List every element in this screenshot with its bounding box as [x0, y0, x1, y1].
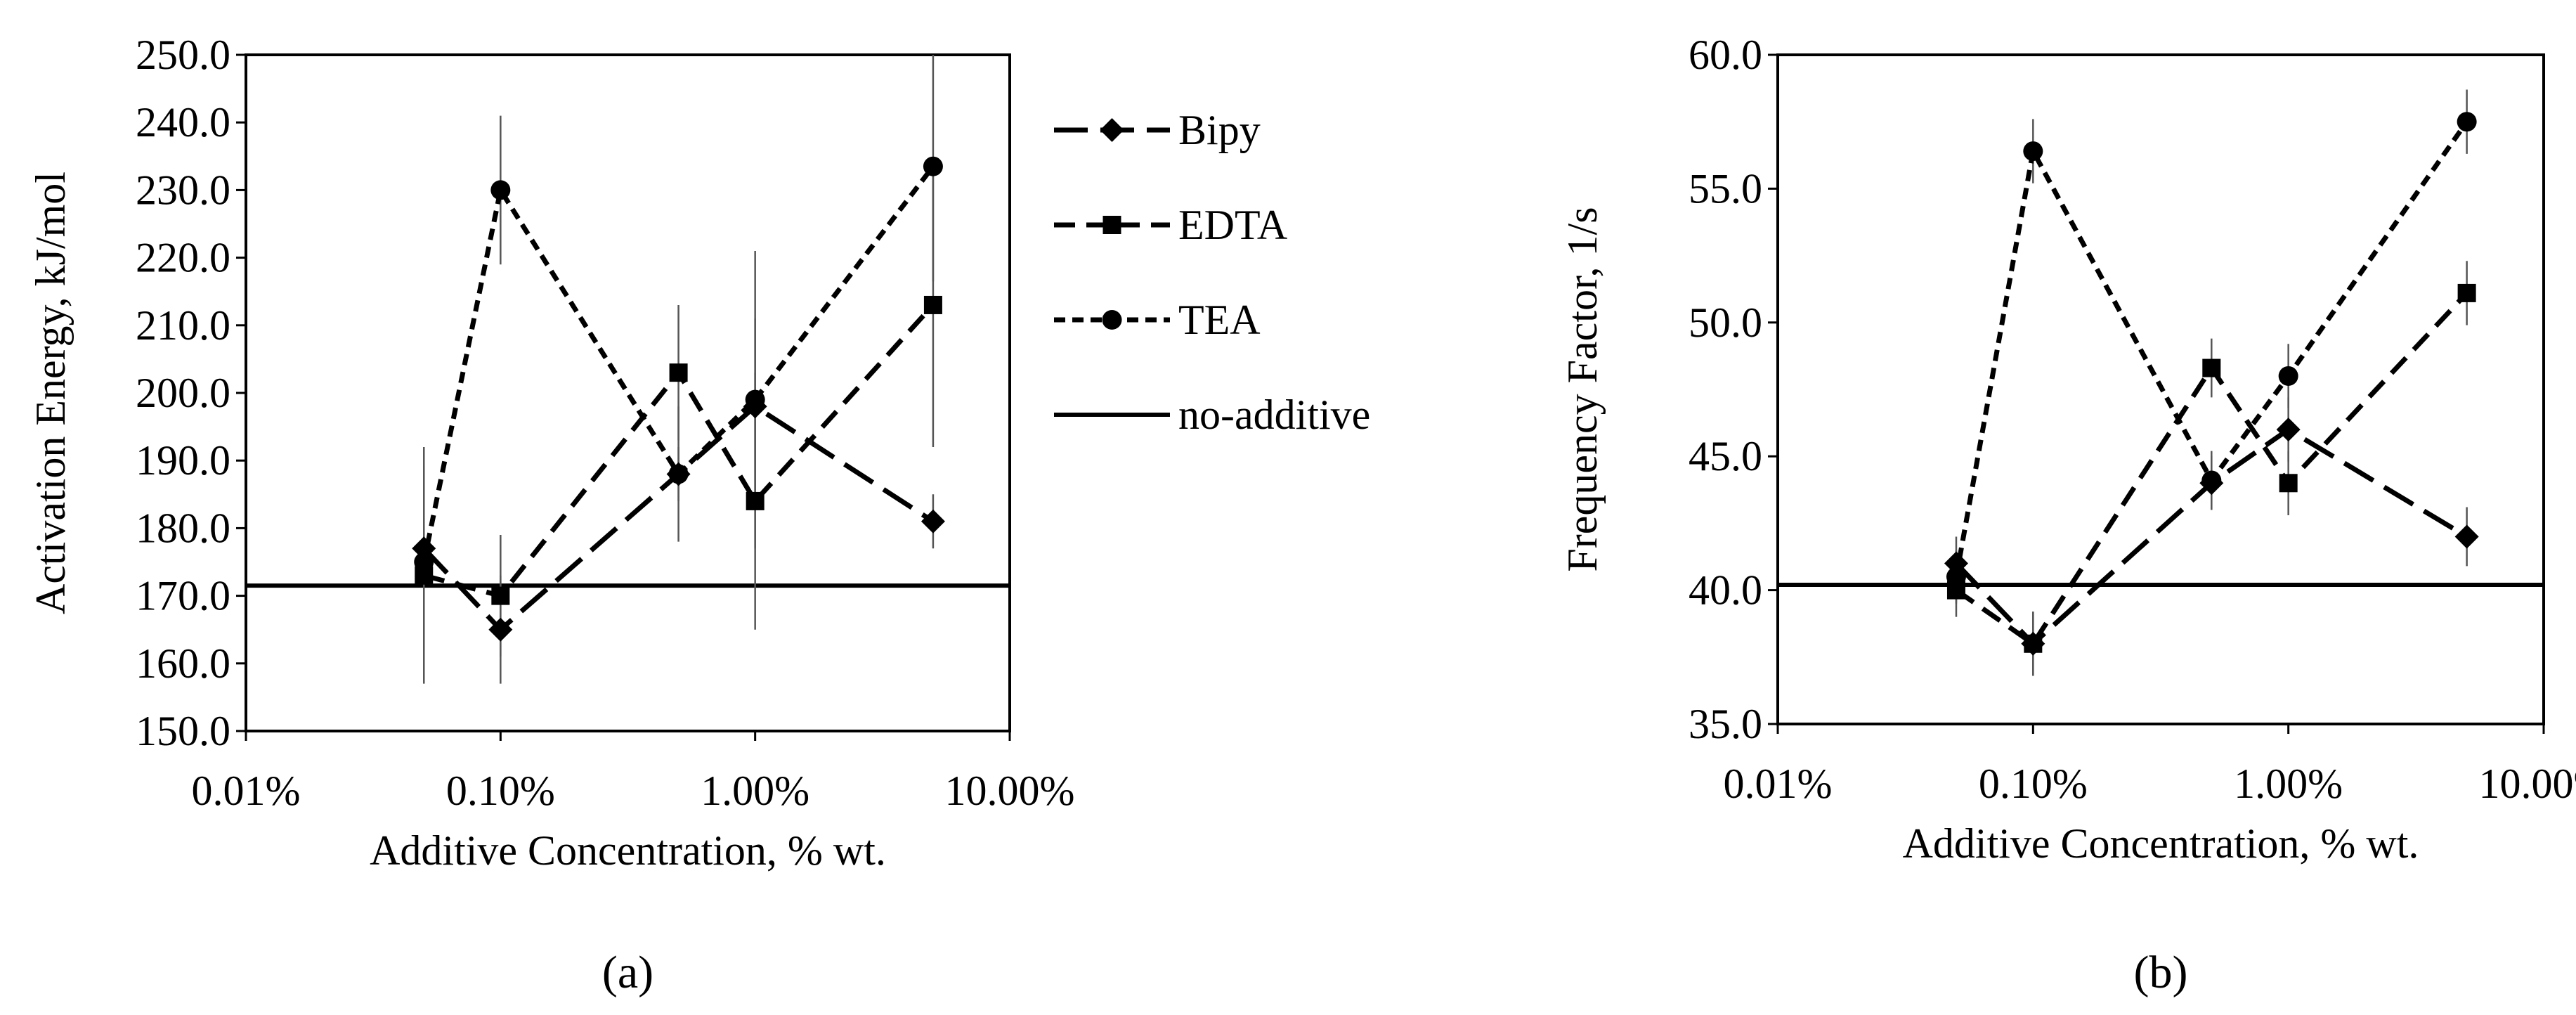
data-point-bipy	[2454, 524, 2479, 549]
data-point-bipy	[2276, 418, 2301, 442]
data-point-edta	[746, 491, 765, 510]
data-point-edta	[2279, 474, 2298, 493]
y-tick-label: 220.0	[136, 235, 230, 281]
y-tick-label: 190.0	[136, 437, 230, 484]
x-tick-label: 0.01%	[1724, 761, 1833, 807]
y-tick-label: 55.0	[1689, 165, 1762, 212]
y-tick-label: 200.0	[136, 370, 230, 416]
legend-label-edta: EDTA	[1178, 202, 1287, 248]
x-tick-label: 0.01%	[192, 768, 301, 814]
x-axis-title: Additive Concentration, % wt.	[370, 827, 886, 874]
y-tick-label: 170.0	[136, 573, 230, 619]
legend-marker-tea	[1102, 310, 1122, 330]
y-tick-label: 45.0	[1689, 433, 1762, 479]
y-tick-label: 40.0	[1689, 567, 1762, 614]
data-point-edta	[491, 586, 510, 605]
data-point-tea	[668, 464, 689, 484]
y-tick-label: 150.0	[136, 708, 230, 754]
legend: Bipy EDTA TEA no-additive	[1054, 107, 1370, 438]
series-edta	[415, 295, 942, 605]
x-tick-label: 0.10%	[1979, 761, 2088, 807]
panel-label: (a)	[602, 947, 653, 998]
x-tick-label: 10.00%	[945, 768, 1075, 814]
plot-area-frame	[245, 53, 1011, 732]
y-axis-title: Frequency Factor, 1/s	[1559, 207, 1606, 571]
data-point-tea	[414, 552, 434, 572]
legend-label-bipy: Bipy	[1178, 107, 1261, 153]
y-tick-label: 180.0	[136, 505, 230, 551]
series-tea	[1946, 112, 2477, 587]
plot-area-frame	[1776, 53, 2545, 725]
data-point-tea	[490, 180, 511, 200]
legend-marker-edta	[1102, 216, 1121, 234]
data-point-edta	[669, 363, 688, 382]
y-tick-label: 230.0	[136, 167, 230, 213]
data-point-edta	[2457, 283, 2476, 302]
legend-marker-bipy	[1100, 118, 1124, 142]
y-tick-label: 35.0	[1689, 701, 1762, 747]
data-point-tea	[2457, 112, 2477, 132]
panel-a-activation-energy: 150.0 160.0 170.0 180.0 190.0 200.0 210.0 220.0…	[27, 32, 1074, 998]
y-tick-label: 210.0	[136, 302, 230, 349]
data-point-tea	[2278, 366, 2298, 386]
x-tick-label: 0.10%	[446, 768, 555, 814]
y-tick-label: 50.0	[1689, 299, 1762, 346]
y-axis-title: Activation Energy, kJ/mol	[27, 172, 74, 614]
x-tick-label: 1.00%	[2234, 761, 2343, 807]
y-tick-label: 240.0	[136, 99, 230, 146]
data-point-tea	[923, 156, 943, 176]
x-tick-label: 10.00%	[2479, 761, 2576, 807]
x-axis-title: Additive Concentration, % wt.	[1903, 820, 2419, 867]
series-tea	[414, 156, 943, 572]
y-tick-label: 250.0	[136, 32, 230, 78]
legend-label-tea: TEA	[1178, 297, 1261, 343]
panel-b-frequency-factor: 35.0 40.0 45.0 50.0 55.0 60.0 0.01% 0.10% 1.00% 1…	[1559, 32, 2576, 998]
data-point-edta	[2202, 358, 2221, 377]
data-point-edta	[2024, 634, 2043, 653]
data-point-tea	[745, 389, 765, 410]
x-tick-label: 1.00%	[701, 768, 809, 814]
data-point-tea	[2023, 141, 2043, 162]
data-point-bipy	[921, 509, 945, 534]
y-tick-label: 60.0	[1689, 32, 1762, 78]
data-point-tea	[1946, 567, 1966, 587]
legend-label-no-additive: no-additive	[1178, 392, 1370, 438]
data-point-bipy	[488, 617, 513, 642]
data-point-edta	[923, 295, 942, 314]
data-point-tea	[2201, 470, 2222, 491]
y-tick-label: 160.0	[136, 640, 230, 687]
panel-label: (b)	[2134, 947, 2188, 998]
